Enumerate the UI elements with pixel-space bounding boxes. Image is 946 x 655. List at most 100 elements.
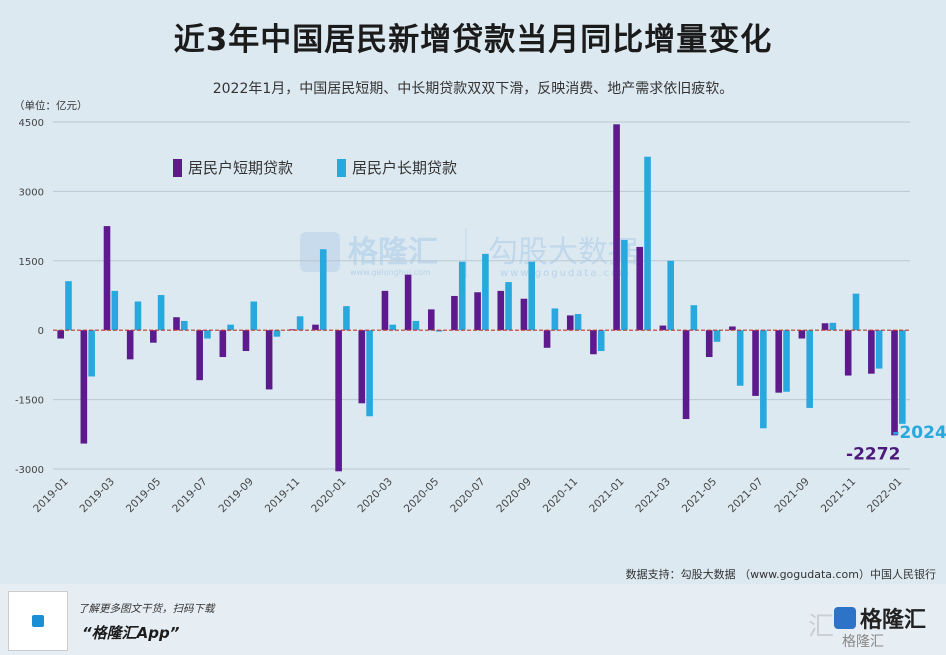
bar-long-term bbox=[690, 305, 698, 331]
bar-long-term bbox=[574, 314, 582, 331]
bar-long-term bbox=[482, 253, 489, 331]
legend: 居民户短期贷款 居民户长期贷款 bbox=[173, 159, 457, 177]
legend-swatch bbox=[173, 159, 182, 177]
bar-short-term bbox=[335, 330, 342, 472]
x-tick-label: 2019-03 bbox=[78, 476, 118, 516]
bar-long-term bbox=[621, 239, 628, 331]
x-tick-label: 2021-09 bbox=[772, 476, 812, 516]
qr-logo-icon bbox=[32, 615, 44, 627]
bar-short-term bbox=[427, 309, 435, 331]
bar-short-term bbox=[219, 330, 227, 358]
bar-long-term bbox=[273, 330, 281, 337]
bar-short-term bbox=[705, 330, 713, 358]
x-tick-label: 2019-11 bbox=[263, 476, 303, 516]
bar-short-term bbox=[80, 330, 88, 444]
x-tick-label: 2020-01 bbox=[309, 476, 349, 516]
bar-long-term bbox=[458, 261, 466, 331]
bar-long-term bbox=[528, 261, 536, 331]
bar-long-term bbox=[875, 330, 883, 369]
bar-short-term bbox=[590, 330, 597, 355]
bar-short-term bbox=[543, 330, 551, 348]
bar-long-term bbox=[88, 330, 95, 377]
bar-long-term bbox=[296, 316, 304, 331]
x-tick-label: 2020-11 bbox=[541, 476, 581, 516]
brand-name: 格隆汇 bbox=[860, 608, 927, 633]
bar-short-term bbox=[126, 330, 134, 360]
bar-long-term bbox=[204, 330, 211, 339]
bar-short-term bbox=[775, 330, 783, 393]
bar-long-term bbox=[250, 301, 258, 331]
x-tick-label: 2020-03 bbox=[355, 476, 395, 516]
x-tick-label: 2019-09 bbox=[216, 476, 256, 516]
x-tick-label: 2022-01 bbox=[865, 476, 905, 516]
bar-long-term bbox=[319, 249, 327, 331]
bar-short-term bbox=[265, 330, 273, 390]
bar-long-term bbox=[736, 330, 744, 386]
footer-promo-text: 了解更多图文干货，扫码下载 bbox=[78, 603, 215, 615]
data-label: -2024 bbox=[892, 423, 946, 443]
x-tick-label: 2021-03 bbox=[633, 476, 673, 516]
bar-long-term bbox=[65, 281, 72, 331]
annotations: -2024-2272 bbox=[846, 423, 946, 464]
data-label: -2272 bbox=[846, 444, 900, 464]
bar-long-term bbox=[852, 293, 860, 331]
bar-short-term bbox=[381, 290, 389, 331]
x-tick-label: 2021-01 bbox=[587, 476, 627, 516]
bars bbox=[57, 124, 906, 472]
y-tick-label: 1500 bbox=[19, 257, 44, 268]
bar-short-term bbox=[844, 330, 852, 376]
bar-long-term bbox=[899, 330, 906, 424]
bar-long-term bbox=[713, 330, 721, 342]
bar-short-term bbox=[891, 330, 898, 436]
bar-short-term bbox=[312, 324, 319, 331]
footer-app-name: “格隆汇App” bbox=[82, 624, 180, 642]
x-tick-label: 2021-07 bbox=[726, 476, 766, 516]
bar-short-term bbox=[358, 330, 366, 404]
x-tick-label: 2019-01 bbox=[31, 476, 71, 516]
bar-short-term bbox=[289, 329, 296, 331]
bar-short-term bbox=[103, 226, 111, 331]
bar-long-term bbox=[597, 330, 605, 352]
bar-short-term bbox=[474, 292, 481, 331]
bar-long-term bbox=[157, 295, 165, 331]
y-tick-label: 4500 bbox=[19, 118, 44, 129]
chart-subtitle: 2022年1月，中国居民短期、中长期贷款双双下滑，反映消费、地产需求依旧疲软。 bbox=[212, 81, 734, 97]
x-axis-ticks: 2019-01 2019-03 2019-05 2019-07 2019-09 2019-… bbox=[31, 476, 904, 516]
x-tick-label: 2020-05 bbox=[402, 476, 442, 516]
bar-short-term bbox=[868, 330, 875, 374]
chart-title: 近3年中国居民新增贷款当月同比增量变化 bbox=[173, 22, 773, 58]
bar-long-term bbox=[760, 330, 767, 429]
x-tick-label: 2021-11 bbox=[819, 476, 859, 516]
bar-long-term bbox=[134, 301, 142, 331]
footer-watermark: 汇 bbox=[808, 612, 835, 642]
bar-long-term bbox=[644, 156, 651, 331]
bar-short-term bbox=[150, 330, 157, 343]
bar-short-term bbox=[613, 124, 620, 331]
x-tick-label: 2019-05 bbox=[124, 476, 164, 516]
bar-short-term bbox=[173, 317, 180, 331]
y-tick-label: -3000 bbox=[15, 465, 44, 476]
bar-long-term bbox=[505, 282, 512, 331]
bar-short-term bbox=[242, 330, 250, 352]
bar-short-term bbox=[798, 330, 806, 339]
brand-subtext: 格隆汇 bbox=[842, 634, 884, 650]
y-tick-label: 3000 bbox=[19, 187, 44, 198]
bar-long-term bbox=[667, 260, 674, 331]
bar-long-term bbox=[389, 324, 397, 331]
bar-short-term bbox=[57, 330, 64, 339]
bar-short-term bbox=[659, 325, 667, 331]
bar-long-term bbox=[366, 330, 373, 417]
bar-short-term bbox=[451, 295, 458, 331]
bar-long-term bbox=[435, 330, 443, 332]
bar-short-term bbox=[497, 290, 505, 331]
bar-long-term bbox=[227, 324, 234, 331]
legend-label: 居民户长期贷款 bbox=[352, 159, 457, 177]
y-tick-label: 0 bbox=[38, 326, 44, 337]
bar-short-term bbox=[821, 323, 829, 331]
bar-long-term bbox=[343, 306, 350, 331]
x-tick-label: 2020-07 bbox=[448, 476, 488, 516]
bar-short-term bbox=[520, 298, 528, 331]
y-tick-label: -1500 bbox=[15, 396, 44, 407]
qr-code[interactable] bbox=[8, 591, 68, 651]
bar-short-term bbox=[636, 246, 644, 331]
